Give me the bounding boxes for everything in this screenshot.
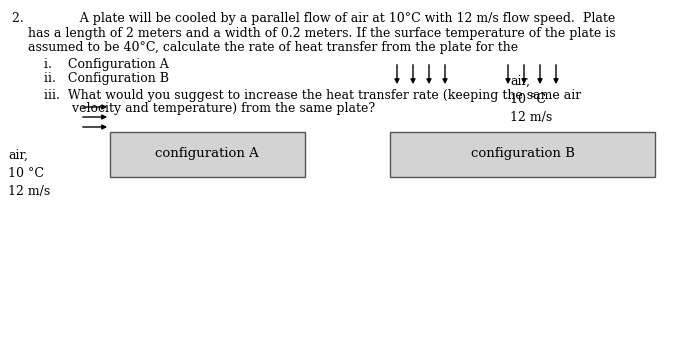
Bar [390,132,655,177]
Text: has a length of 2 meters and a width of 0.2 meters. If the surface temperature o: has a length of 2 meters and a width of … [12,27,616,40]
Text: air,
10 °C
12 m/s: air, 10 °C 12 m/s [510,75,552,124]
Text: configuration B: configuration B [471,147,575,160]
Text: 2.              A plate will be cooled by a parallel flow of air at 10°C with 12: 2. A plate will be cooled by a parallel … [12,12,615,25]
Text: air,
10 °C
12 m/s: air, 10 °C 12 m/s [8,149,50,198]
Text: iii.  What would you suggest to increase the heat transfer rate (keeping the sam: iii. What would you suggest to increase … [12,89,581,102]
Bar [110,132,305,177]
Text: configuration A: configuration A [155,147,259,160]
Text: assumed to be 40°C, calculate the rate of heat transfer from the plate for the: assumed to be 40°C, calculate the rate o… [12,41,518,54]
Text: i.    Configuration A: i. Configuration A [12,58,169,71]
Text: ii.   Configuration B: ii. Configuration B [12,72,169,85]
Text: velocity and temperature) from the same plate?: velocity and temperature) from the same … [12,102,375,115]
